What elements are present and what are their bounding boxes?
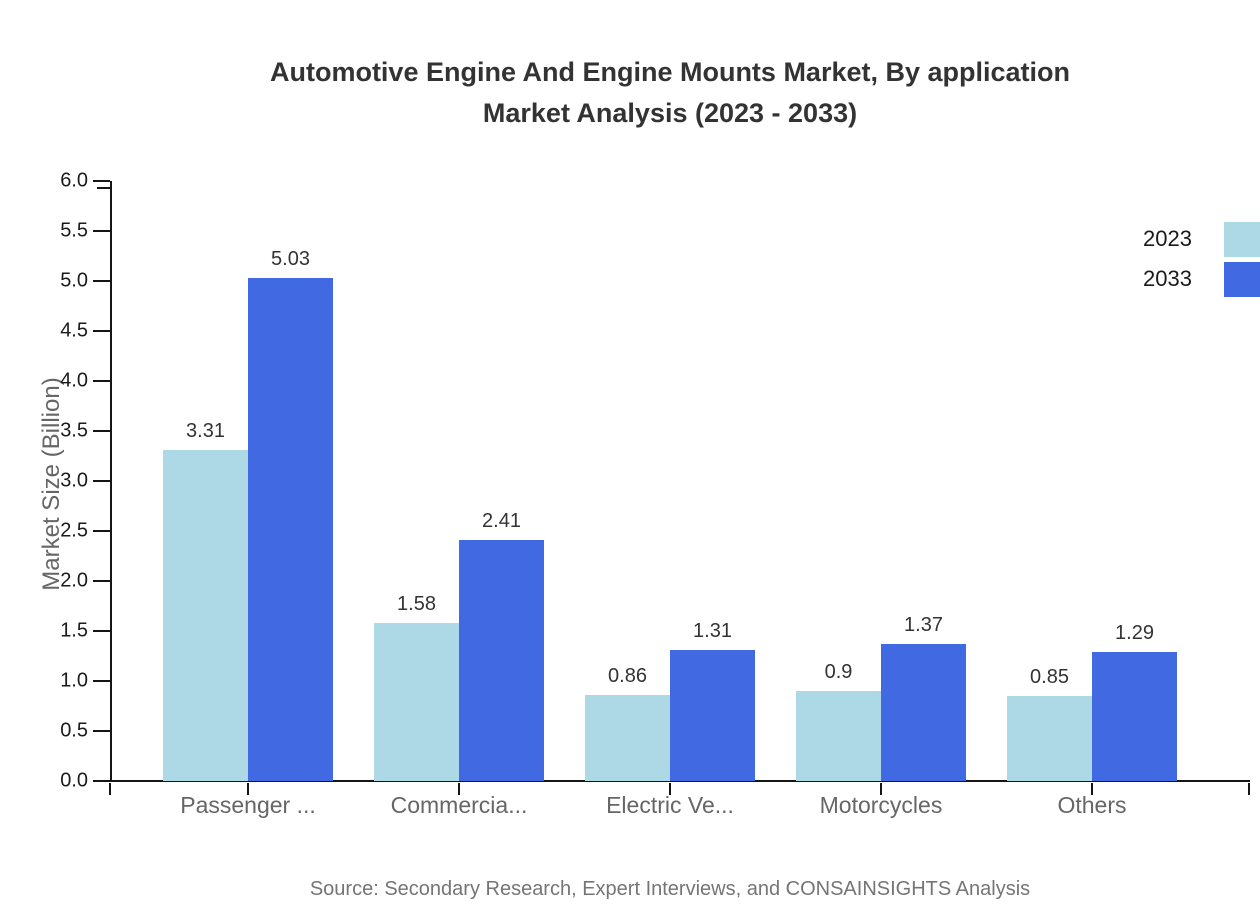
chart-title-line1: Automotive Engine And Engine Mounts Mark… <box>269 57 1071 87</box>
y-axis-cap <box>97 187 110 189</box>
chart-title: Automotive Engine And Engine Mounts Mark… <box>80 52 1260 134</box>
y-axis-tick <box>93 730 110 732</box>
bar-value-label-2033-5: 1.29 <box>1115 622 1154 644</box>
x-axis-category-label: Passenger ... <box>180 792 316 818</box>
y-axis-tick <box>93 580 110 582</box>
bar-2023-5 <box>1007 696 1092 781</box>
y-axis-tick <box>93 230 110 232</box>
bar-value-label-2033-2: 2.41 <box>482 510 521 532</box>
y-axis-tick-label: 4.0 <box>60 369 88 392</box>
y-axis-tick <box>93 480 110 482</box>
x-axis-tick <box>458 783 460 795</box>
bar-2033-2 <box>459 540 544 781</box>
bar-2023-1 <box>163 450 248 781</box>
bar-value-label-2023-5: 0.85 <box>1030 666 1069 688</box>
y-axis-tick-label: 2.0 <box>60 569 88 592</box>
legend: 2023 2033 <box>1143 219 1260 299</box>
y-axis-tick <box>93 330 110 332</box>
y-axis-tick <box>93 680 110 682</box>
bar-value-label-2023-4: 0.9 <box>824 661 853 683</box>
bar-2033-5 <box>1092 652 1177 781</box>
x-axis-tick <box>247 783 249 795</box>
legend-swatch-2033 <box>1224 261 1260 297</box>
legend-item-2023: 2023 <box>1143 219 1260 259</box>
x-axis-category-label: Commercia... <box>390 792 528 818</box>
y-axis-tick-label: 3.5 <box>60 419 88 442</box>
x-axis-tick <box>669 783 671 795</box>
bar-2033-3 <box>670 650 755 781</box>
bar-value-label-2023-1: 3.31 <box>186 420 225 442</box>
bar-2023-3 <box>585 695 670 781</box>
y-axis-tick-label: 1.5 <box>60 619 88 642</box>
legend-item-2033: 2033 <box>1143 259 1260 299</box>
bar-2033-4 <box>881 644 966 781</box>
y-axis-tick-label: 0.0 <box>60 769 88 792</box>
x-axis-tick <box>880 783 882 795</box>
y-axis-tick-label: 6.0 <box>60 169 88 192</box>
legend-swatch-2023 <box>1224 221 1260 257</box>
bar-value-label-2033-1: 5.03 <box>271 248 310 270</box>
bar-2023-2 <box>374 623 459 781</box>
bar-value-label-2023-2: 1.58 <box>397 593 436 615</box>
bar-value-label-2033-3: 1.31 <box>693 620 732 642</box>
x-axis-end-tick <box>109 783 111 795</box>
y-axis-tick-label: 4.5 <box>60 319 88 342</box>
y-axis-tick <box>93 180 110 182</box>
bar-value-label-2033-4: 1.37 <box>904 614 943 636</box>
bar-2023-4 <box>796 691 881 781</box>
chart-title-line2: Market Analysis (2023 - 2033) <box>482 98 858 128</box>
legend-label-2033: 2033 <box>1143 266 1192 291</box>
bar-2033-1 <box>248 278 333 781</box>
y-axis-tick-label: 5.0 <box>60 269 88 292</box>
y-axis-tick-label: 2.5 <box>60 519 88 542</box>
x-axis-tick <box>1091 783 1093 795</box>
y-axis-tick-label: 5.5 <box>60 219 88 242</box>
x-axis-category-label: Electric Ve... <box>606 792 734 818</box>
source-note: Source: Secondary Research, Expert Inter… <box>309 878 1031 900</box>
legend-label-2023: 2023 <box>1143 226 1192 251</box>
y-axis-line <box>110 181 112 782</box>
y-axis-tick <box>93 380 110 382</box>
x-axis-end-tick <box>1248 783 1250 795</box>
y-axis-tick <box>93 280 110 282</box>
y-axis-tick-label: 1.0 <box>60 669 88 692</box>
y-axis-tick <box>93 630 110 632</box>
bar-value-label-2023-3: 0.86 <box>608 665 647 687</box>
x-axis-category-label: Motorcycles <box>819 792 943 818</box>
y-axis-tick <box>93 430 110 432</box>
x-axis-line <box>110 780 1250 782</box>
y-axis-tick-label: 0.5 <box>60 719 88 742</box>
y-axis-tick-label: 3.0 <box>60 469 88 492</box>
y-axis-tick <box>93 780 110 782</box>
x-axis-category-label: Others <box>1057 792 1127 818</box>
y-axis-tick <box>93 530 110 532</box>
